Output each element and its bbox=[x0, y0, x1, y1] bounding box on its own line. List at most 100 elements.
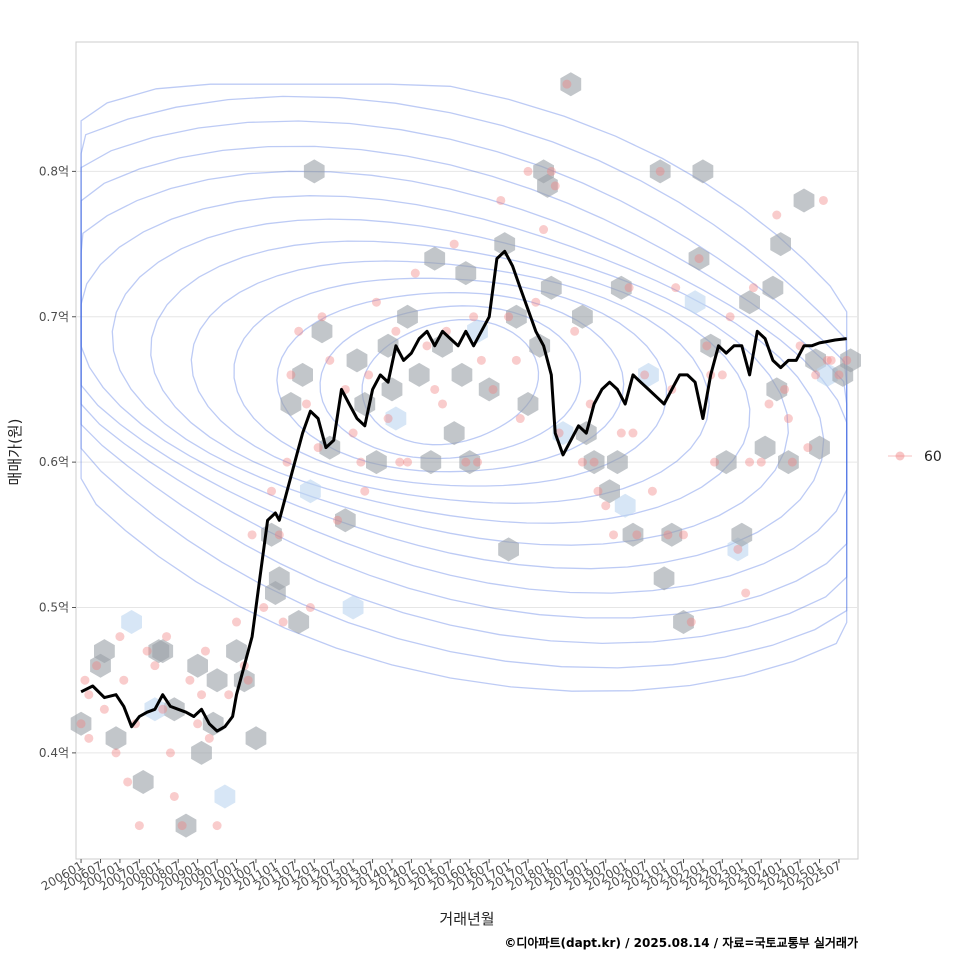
data-point bbox=[243, 675, 253, 685]
density-contour bbox=[80, 95, 848, 669]
density-contour bbox=[111, 218, 789, 546]
data-point bbox=[119, 675, 129, 685]
data-point bbox=[550, 181, 560, 191]
hexbin-cell bbox=[805, 348, 826, 373]
data-point bbox=[601, 501, 611, 511]
data-point bbox=[294, 326, 304, 336]
hexbin-cell bbox=[342, 595, 364, 620]
data-point bbox=[224, 690, 234, 700]
hexbin-cell bbox=[335, 508, 356, 533]
hexbin-cell bbox=[754, 435, 776, 460]
data-point bbox=[748, 283, 758, 293]
hexbin-cell bbox=[517, 392, 539, 416]
legend-point-icon bbox=[895, 451, 905, 461]
data-point bbox=[741, 588, 751, 598]
data-point bbox=[826, 355, 836, 365]
data-point bbox=[438, 399, 448, 409]
hexbin-cell bbox=[420, 450, 442, 475]
hexbin-cell bbox=[793, 188, 815, 213]
hexbin-layer bbox=[70, 72, 861, 838]
hexbin-cell bbox=[132, 770, 154, 794]
hexbin-cell bbox=[731, 522, 753, 547]
hexbin-cell bbox=[809, 435, 830, 460]
data-point bbox=[200, 646, 210, 656]
data-point bbox=[115, 632, 125, 642]
data-point bbox=[247, 530, 257, 540]
data-point bbox=[99, 704, 109, 714]
hexbin-cell bbox=[175, 813, 197, 838]
data-point bbox=[663, 530, 673, 540]
hexbin-cell bbox=[599, 479, 620, 504]
data-point bbox=[783, 414, 793, 424]
data-point bbox=[232, 617, 242, 627]
hexbin-cell bbox=[583, 450, 605, 475]
hexbin-cell bbox=[366, 450, 387, 475]
data-point bbox=[772, 210, 782, 220]
data-point bbox=[628, 428, 638, 438]
data-point bbox=[469, 312, 479, 322]
data-point bbox=[274, 530, 284, 540]
hexbin-cell bbox=[346, 348, 368, 373]
hexbin-cell bbox=[506, 304, 527, 329]
data-point bbox=[780, 384, 790, 394]
data-point bbox=[383, 414, 393, 424]
data-point bbox=[818, 195, 828, 205]
data-point bbox=[158, 704, 168, 714]
y-tick-label: 0.6억 bbox=[39, 455, 69, 469]
data-point bbox=[305, 603, 315, 613]
data-point bbox=[577, 457, 587, 467]
hexbin-cell bbox=[684, 290, 706, 315]
data-point bbox=[197, 690, 207, 700]
data-point bbox=[504, 312, 514, 322]
data-point bbox=[686, 617, 696, 627]
data-point bbox=[803, 443, 813, 453]
data-point bbox=[403, 457, 413, 467]
hexbin-cell bbox=[540, 275, 562, 300]
hexbin-cell bbox=[280, 392, 302, 416]
density-contour bbox=[80, 120, 848, 645]
hexbin-cell bbox=[715, 450, 737, 475]
hexbin-cell bbox=[455, 261, 477, 286]
hexbin-cell bbox=[245, 726, 267, 751]
hexbin-cell bbox=[408, 362, 430, 387]
hexbin-cell bbox=[311, 319, 333, 344]
data-point bbox=[165, 748, 175, 758]
hexbin-cell bbox=[105, 726, 127, 751]
density-contour bbox=[80, 83, 848, 692]
data-point bbox=[461, 457, 471, 467]
data-point bbox=[360, 486, 370, 496]
data-point bbox=[678, 530, 688, 540]
data-point bbox=[570, 326, 580, 336]
data-point bbox=[647, 486, 657, 496]
density-contour bbox=[80, 170, 848, 594]
hexbin-cell bbox=[560, 72, 582, 97]
data-point bbox=[523, 166, 533, 176]
data-point bbox=[150, 661, 160, 671]
data-point bbox=[185, 675, 195, 685]
data-point bbox=[834, 370, 844, 380]
data-point bbox=[787, 457, 797, 467]
data-point bbox=[515, 414, 525, 424]
hexbin-cell bbox=[443, 421, 465, 446]
data-point bbox=[395, 457, 405, 467]
data-point bbox=[822, 355, 832, 365]
hexbin-cell bbox=[214, 784, 236, 809]
data-point bbox=[733, 544, 743, 554]
data-point bbox=[134, 821, 144, 831]
data-point bbox=[496, 195, 506, 205]
plot-panel bbox=[75, 41, 859, 860]
data-point bbox=[111, 748, 121, 758]
data-point bbox=[193, 719, 203, 729]
density-contour bbox=[150, 240, 751, 524]
hexbin-cell bbox=[688, 246, 710, 271]
data-point bbox=[92, 661, 102, 671]
hexbin-cell bbox=[638, 362, 659, 387]
hexbin-cell bbox=[778, 450, 799, 475]
hexbin-cell bbox=[610, 275, 632, 300]
density-contour bbox=[276, 291, 625, 473]
data-point bbox=[325, 355, 335, 365]
data-point bbox=[671, 283, 681, 293]
hexbin-cell bbox=[381, 377, 403, 402]
data-point bbox=[609, 530, 619, 540]
